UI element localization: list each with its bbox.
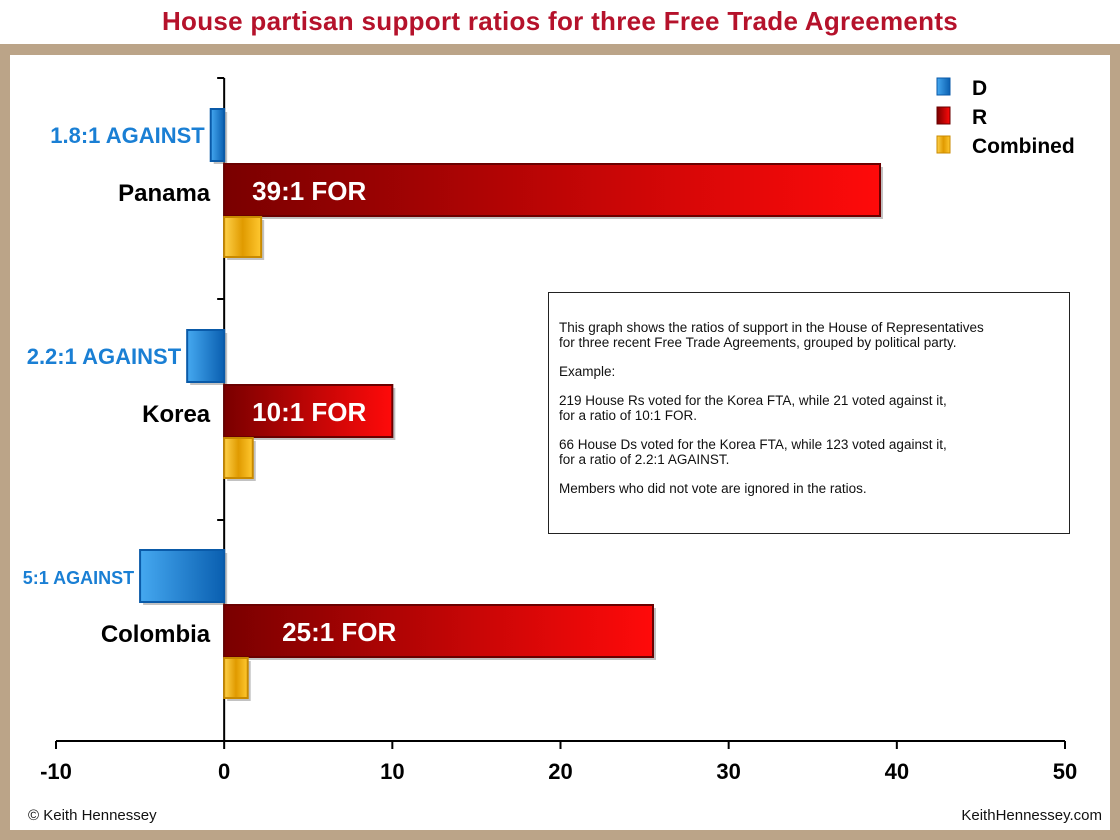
copyright-text: © Keith Hennessey: [28, 807, 157, 824]
note-paragraph: Members who did not vote are ignored in …: [559, 481, 867, 496]
legend-swatch-combined: [936, 135, 951, 154]
category-label: Korea: [142, 401, 211, 428]
bar-r-panama: [223, 163, 882, 217]
x-tick-label: -10: [40, 759, 72, 784]
x-tick-label: 50: [1053, 759, 1077, 784]
data-label-r: 25:1 FOR: [282, 617, 396, 647]
explanation-note: This graph shows the ratios of support i…: [548, 292, 1070, 534]
x-tick-label: 0: [218, 759, 230, 784]
data-label-d: 2.2:1 AGAINST: [27, 344, 182, 369]
legend-label: R: [972, 106, 987, 129]
legend-swatch-r: [936, 106, 951, 125]
bar-d-korea: [186, 329, 226, 383]
x-tick-label: 30: [716, 759, 740, 784]
legend-label: Combined: [972, 135, 1075, 158]
x-tick-label: 10: [380, 759, 404, 784]
note-paragraph: Example:: [559, 364, 616, 379]
bar-r-colombia: [223, 604, 654, 658]
bar-combined-korea: [223, 437, 254, 479]
bar-r-korea: [223, 384, 394, 438]
category-label: Panama: [118, 180, 211, 207]
data-label-r: 39:1 FOR: [252, 176, 366, 206]
bar-combined-panama: [223, 216, 263, 258]
bar-d-colombia: [139, 549, 226, 603]
data-label-r: 10:1 FOR: [252, 397, 366, 427]
x-tick-label: 20: [548, 759, 572, 784]
x-tick-label: 40: [885, 759, 909, 784]
data-label-d: 1.8:1 AGAINST: [50, 123, 205, 148]
note-paragraph: 66 House Ds voted for the Korea FTA, whi…: [559, 437, 947, 467]
site-url: KeithHennessey.com: [961, 807, 1102, 824]
bar-d-panama: [209, 108, 226, 162]
note-paragraph: 219 House Rs voted for the Korea FTA, wh…: [559, 393, 947, 423]
data-label-d: 5:1 AGAINST: [23, 568, 134, 588]
legend-swatch-d: [936, 77, 951, 96]
note-paragraph: This graph shows the ratios of support i…: [559, 320, 984, 350]
legend-label: D: [972, 77, 987, 100]
category-label: Colombia: [101, 621, 211, 648]
chart-title: House partisan support ratios for three …: [161, 6, 959, 36]
bar-combined-colombia: [223, 657, 249, 699]
